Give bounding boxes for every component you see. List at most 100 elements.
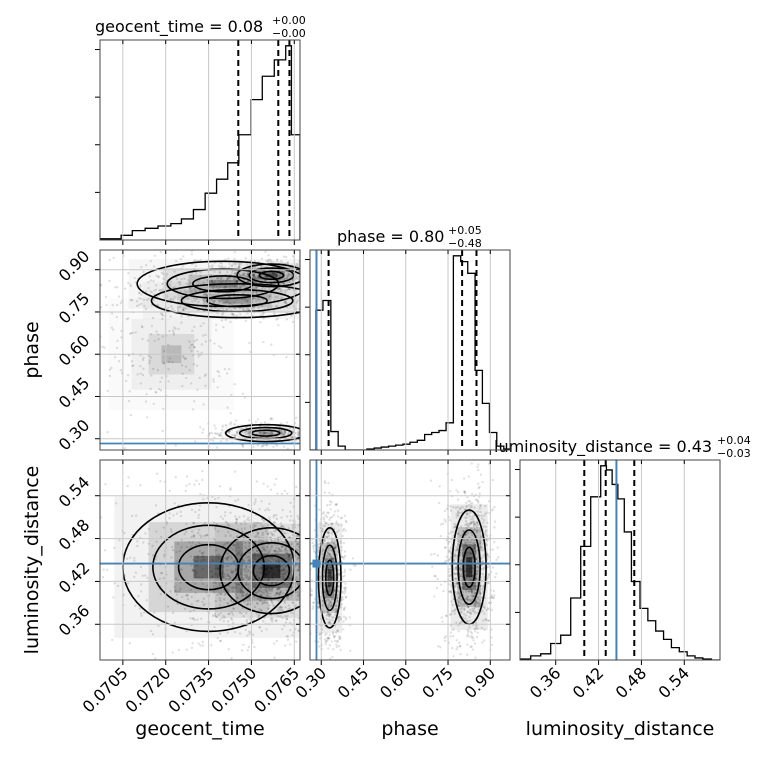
sample-point [255, 421, 257, 423]
sample-point [91, 405, 93, 407]
sample-point [307, 584, 309, 586]
sample-point [359, 591, 361, 593]
sample-point [307, 582, 309, 584]
sample-point [330, 274, 332, 276]
sample-point [273, 642, 275, 644]
sample-point [459, 653, 461, 655]
sample-point [286, 492, 288, 494]
sample-point [48, 523, 50, 525]
xlabel-geocent-time: geocent_time [135, 718, 264, 740]
sample-point [93, 289, 95, 291]
sample-point [345, 587, 347, 589]
sample-point [60, 670, 62, 672]
sample-point [343, 592, 345, 594]
sample-point [199, 644, 201, 646]
sample-point [490, 644, 492, 646]
sample-point [355, 552, 357, 554]
sample-point [58, 560, 60, 562]
sample-point [104, 549, 106, 551]
sample-point [344, 258, 346, 260]
sample-point [103, 346, 105, 348]
sample-point [303, 273, 305, 275]
sample-point [336, 297, 338, 299]
sample-point [303, 560, 305, 562]
sample-point [346, 592, 348, 594]
sample-point [186, 649, 188, 651]
sample-point [448, 568, 450, 570]
sample-point [322, 271, 324, 273]
sample-point [329, 508, 331, 510]
sample-point [352, 573, 354, 575]
sample-point [336, 646, 338, 648]
sample-point [443, 519, 445, 521]
sample-point [369, 292, 371, 294]
sample-point [247, 649, 249, 651]
sample-point [220, 640, 222, 642]
sample-point [154, 255, 156, 257]
sample-point [467, 631, 469, 633]
sample-point [477, 469, 479, 471]
sample-point [129, 642, 131, 644]
sample-point [201, 432, 203, 434]
sample-point [155, 275, 157, 277]
sample-point [436, 578, 438, 580]
sample-point [466, 653, 468, 655]
sample-point [304, 577, 306, 579]
sample-point [433, 553, 435, 555]
sample-point [234, 308, 236, 310]
sample-point [307, 284, 309, 286]
sample-point [463, 491, 465, 493]
sample-point [202, 641, 204, 643]
sample-point [306, 610, 308, 612]
sample-point [259, 321, 261, 323]
sample-point [199, 426, 201, 428]
sample-point [374, 301, 376, 303]
sample-point [492, 566, 494, 568]
sample-point [313, 276, 315, 278]
sample-point [334, 640, 336, 642]
sample-point [355, 283, 357, 285]
sample-point [312, 267, 314, 269]
sample-point [328, 276, 330, 278]
sample-point [313, 547, 315, 549]
sample-point [256, 480, 258, 482]
sample-point [491, 609, 493, 611]
sample-point [306, 596, 308, 598]
sample-point [267, 485, 269, 487]
sample-point [302, 264, 304, 266]
sample-point [484, 456, 486, 458]
sample-point [146, 662, 148, 664]
sample-point [112, 596, 114, 598]
sample-point [331, 516, 333, 518]
sample-point [477, 487, 479, 489]
sample-point [305, 257, 307, 259]
sample-point [452, 635, 454, 637]
sample-point [275, 478, 277, 480]
sample-point [479, 493, 481, 495]
sample-point [302, 524, 304, 526]
sample-point [270, 417, 272, 419]
sample-point [220, 440, 222, 442]
sample-point [285, 256, 287, 258]
sample-point [305, 269, 307, 271]
sample-point [338, 645, 340, 647]
sample-point [219, 485, 221, 487]
sample-point [279, 280, 281, 282]
sample-point [347, 583, 349, 585]
sample-point [57, 612, 59, 614]
sample-point [269, 673, 271, 675]
sample-point [471, 462, 473, 464]
sample-point [253, 455, 255, 457]
sample-point [306, 284, 308, 286]
sample-point [302, 573, 304, 575]
sample-point [313, 601, 315, 603]
sample-point [312, 429, 314, 431]
sample-point [262, 341, 264, 343]
sample-point [401, 504, 403, 506]
sample-point [88, 647, 90, 649]
sample-point [326, 637, 328, 639]
sample-point [317, 641, 319, 643]
sample-point [306, 568, 308, 570]
sample-point [304, 568, 306, 570]
sample-point [303, 433, 305, 435]
